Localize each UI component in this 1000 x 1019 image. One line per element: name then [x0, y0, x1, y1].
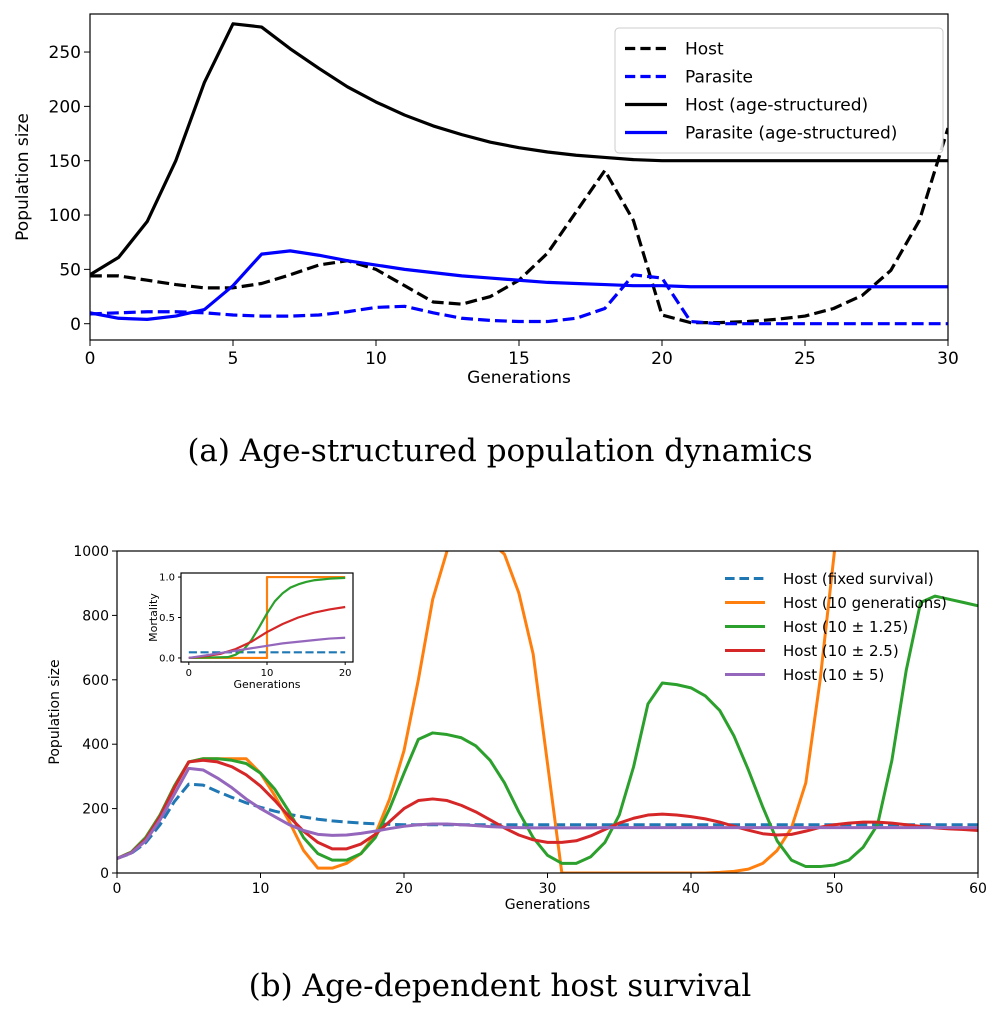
y-tick-label-a-5: 250	[49, 43, 81, 63]
series-line-b-2	[117, 594, 978, 869]
series-line-b-inset-2	[188, 576, 346, 660]
series-line-a-2	[90, 22, 948, 277]
x-tick-label-b-4: 40	[682, 881, 700, 897]
chart-b-mortality-inset: 0 10 20 0.0 0.5 1.0 Generations Mortality	[147, 572, 354, 691]
x-tick-label-a-3: 15	[508, 349, 530, 369]
series-line-b-0	[117, 782, 978, 860]
y-tick-label-b-0: 0	[100, 866, 109, 882]
y-tick-label-b-3: 600	[82, 673, 109, 689]
series-line-b-4	[117, 766, 978, 860]
x-tick-label-b-5: 50	[826, 881, 844, 897]
plot-area-a	[90, 22, 948, 326]
x-tick-label-b-inset-0: 0	[186, 668, 192, 679]
x-tick-label-b-inset-1: 10	[261, 668, 274, 679]
y-tick-label-a-3: 150	[49, 152, 81, 172]
x-tick-label-b-1: 10	[252, 881, 270, 897]
legend-label-b-3: Host (10 ± 2.5)	[783, 642, 899, 660]
legend-label-a-0: Host	[685, 40, 724, 60]
x-tick-label-a-2: 10	[365, 349, 387, 369]
series-line-a-0	[90, 127, 948, 325]
y-axis-label-a: Population size	[13, 113, 33, 241]
legend-box-a	[614, 27, 944, 154]
y-tick-label-a-0: 0	[70, 315, 81, 335]
chart-a-age-structured: 0 5 10 15 20 25 30 0 50 100 150 200 250 Generations Po…	[13, 13, 959, 388]
series-line-a-3	[90, 249, 948, 321]
plot-area-b-inset	[188, 575, 346, 660]
legend-label-b-4: Host (10 ± 5)	[783, 666, 884, 684]
y-tick-label-b-2: 400	[82, 737, 109, 753]
legend-label-b-0: Host (fixed survival)	[783, 570, 934, 588]
x-axis-label-b: Generations	[505, 897, 590, 913]
y-tick-label-b-inset-1: 0.5	[159, 613, 175, 624]
x-tick-label-b-inset-2: 20	[339, 668, 352, 679]
x-tick-label-b-0: 0	[113, 881, 122, 897]
series-line-a-1	[90, 273, 948, 326]
y-tick-label-a-4: 200	[49, 97, 81, 117]
y-tick-label-b-5: 1000	[73, 544, 109, 560]
series-line-b-inset-4	[188, 636, 346, 660]
y-axis-label-b: Population size	[47, 659, 63, 764]
y-axis-label-b-inset: Mortality	[147, 593, 160, 642]
x-tick-label-b-3: 30	[539, 881, 557, 897]
y-tick-label-b-1: 200	[82, 802, 109, 818]
legend-label-a-3: Parasite (age-structured)	[685, 124, 897, 144]
y-tick-label-b-inset-0: 0.0	[159, 654, 175, 665]
caption-b: (b) Age-dependent host survival	[248, 968, 752, 1004]
chart-b-host-survival: 0 10 20 30 40 50 6002004006008001000Generation…	[47, 544, 987, 913]
legend-label-b-2: Host (10 ± 1.25)	[783, 618, 908, 636]
legend-label-a-1: Parasite	[685, 68, 753, 88]
legend-label-a-2: Host (age-structured)	[685, 96, 868, 116]
x-axis-label-b-inset: Generations	[233, 678, 300, 691]
legend-label-b-1: Host (10 generations)	[783, 594, 947, 612]
x-axis-label-a: Generations	[467, 368, 571, 388]
caption-a: (a) Age-structured population dynamics	[187, 433, 813, 469]
x-tick-label-b-2: 20	[395, 881, 413, 897]
x-tick-label-a-0: 0	[85, 349, 96, 369]
x-tick-label-a-1: 5	[228, 349, 239, 369]
y-tick-label-b-inset-2: 1.0	[159, 573, 175, 584]
y-tick-label-a-1: 50	[59, 260, 81, 280]
x-tick-label-b-6: 60	[969, 881, 987, 897]
x-tick-label-a-5: 25	[794, 349, 816, 369]
series-line-b-3	[117, 758, 978, 860]
y-tick-label-a-2: 100	[49, 206, 81, 226]
x-tick-label-a-6: 30	[937, 349, 959, 369]
y-tick-label-b-4: 800	[82, 608, 109, 624]
x-tick-label-a-4: 20	[651, 349, 673, 369]
